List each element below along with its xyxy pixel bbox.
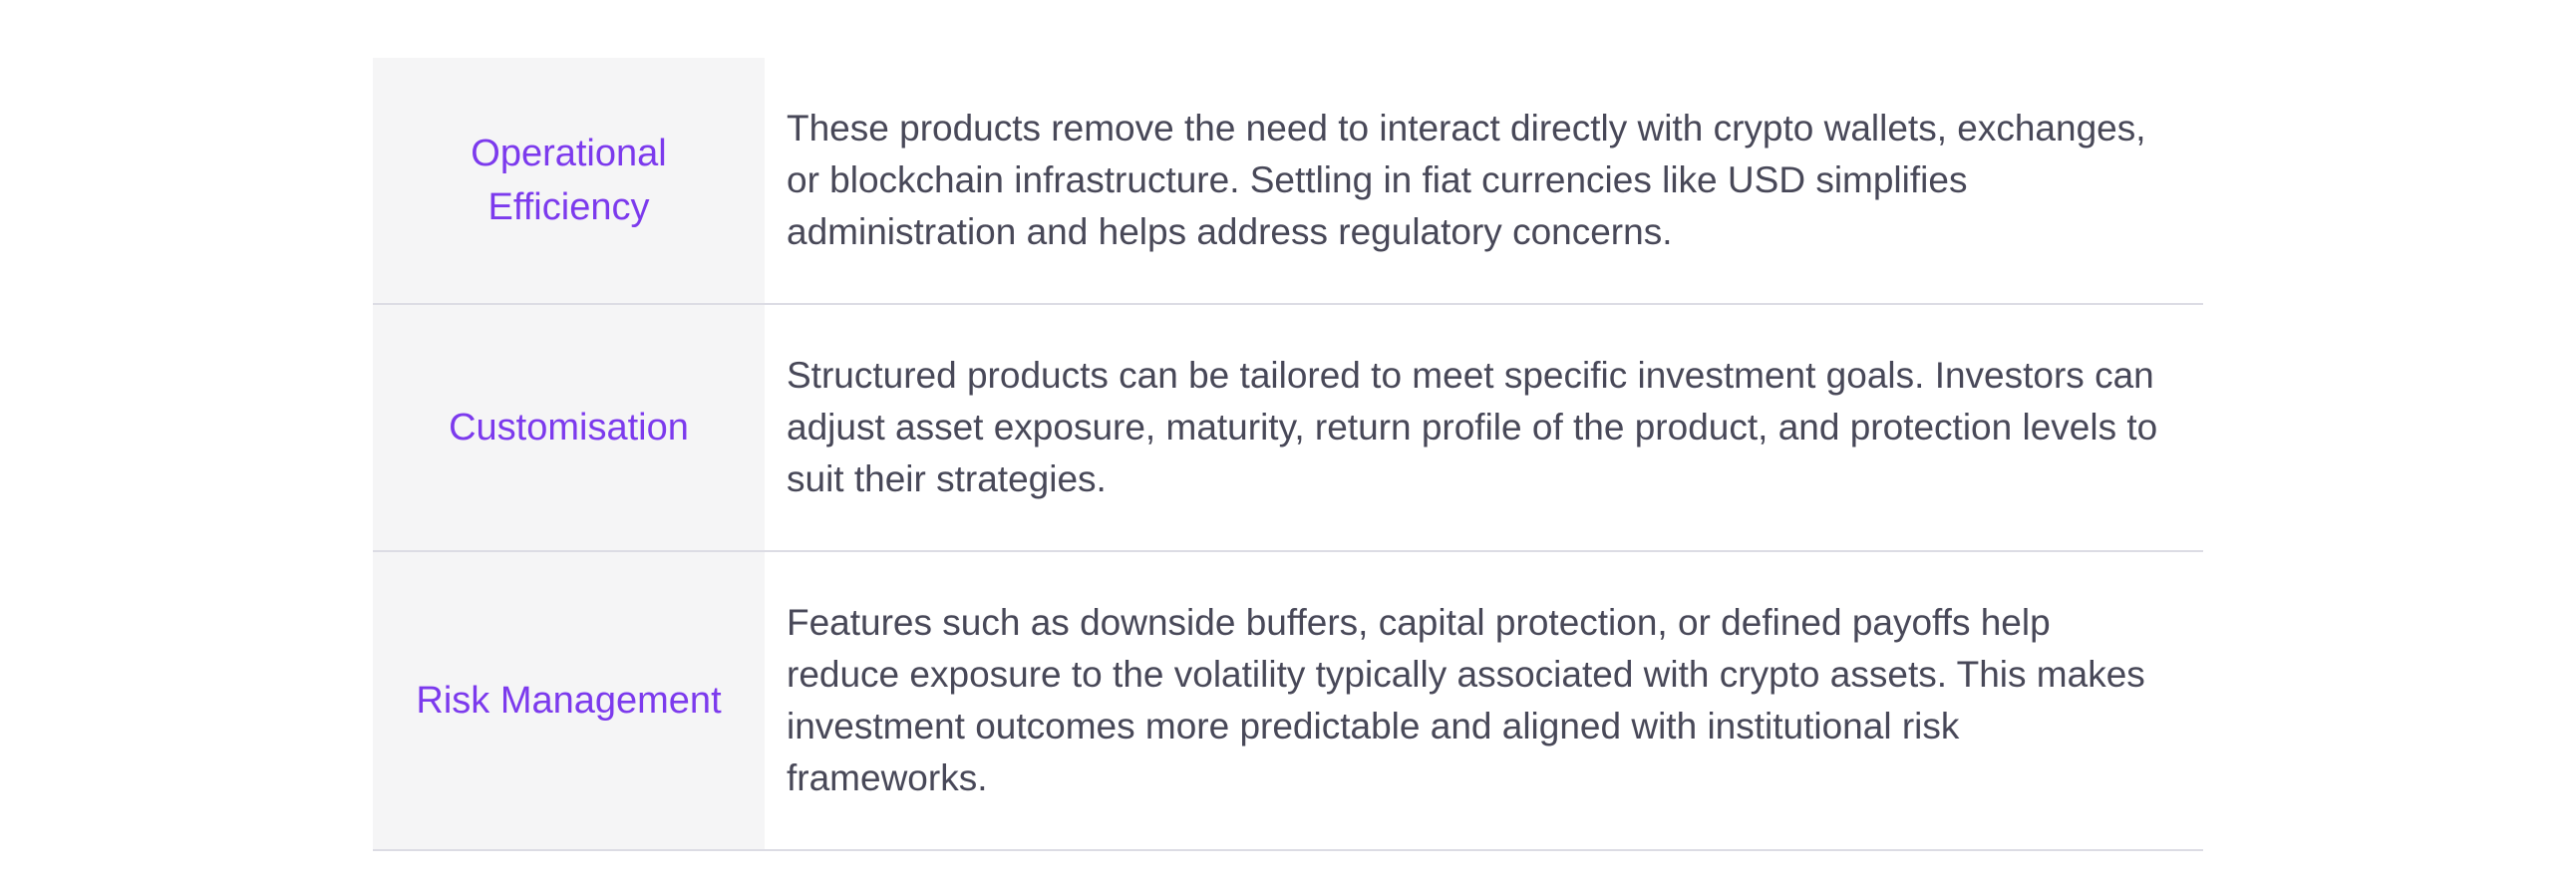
row-description-cell: These products remove the need to intera…: [765, 58, 2203, 303]
row-label: Operational Efficiency: [471, 133, 667, 228]
feature-table: Operational Efficiency These products re…: [373, 58, 2203, 851]
row-label-cell: Operational Efficiency: [373, 58, 765, 303]
row-description: These products remove the need to intera…: [787, 108, 2146, 252]
row-label-cell: Risk Management: [373, 552, 765, 849]
row-label: Customisation: [449, 407, 689, 448]
table-row: Customisation Structured products can be…: [373, 305, 2203, 552]
row-description-cell: Structured products can be tailored to m…: [765, 305, 2203, 550]
table-row: Risk Management Features such as downsid…: [373, 552, 2203, 851]
row-description-cell: Features such as downside buffers, capit…: [765, 552, 2203, 849]
table-row: Operational Efficiency These products re…: [373, 58, 2203, 305]
row-label-cell: Customisation: [373, 305, 765, 550]
row-description: Features such as downside buffers, capit…: [787, 602, 2145, 798]
row-label: Risk Management: [416, 680, 722, 722]
row-description: Structured products can be tailored to m…: [787, 355, 2158, 499]
